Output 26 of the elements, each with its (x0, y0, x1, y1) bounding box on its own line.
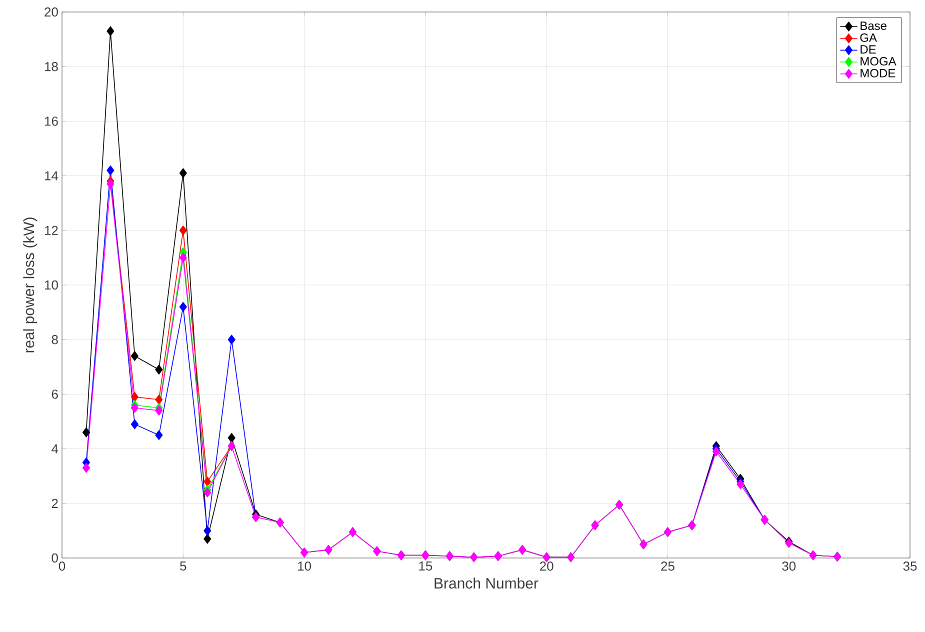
y-tick-label: 0 (52, 553, 58, 563)
x-tick-label: 5 (180, 562, 186, 571)
legend-label: DE (860, 45, 876, 54)
y-tick-label: 16 (44, 116, 58, 126)
x-tick-label: 25 (661, 562, 674, 571)
x-tick-label: 35 (903, 562, 917, 571)
y-tick-label: 4 (52, 444, 58, 454)
x-tick-label: 15 (419, 562, 432, 571)
y-tick-label: 18 (44, 62, 58, 72)
y-tick-label: 2 (52, 498, 58, 508)
x-axis-title: Branch Number (434, 578, 538, 589)
legend-label: Base (860, 22, 886, 30)
y-tick-label: 10 (44, 280, 58, 290)
legend-label: GA (860, 33, 877, 42)
x-tick-label: 0 (58, 562, 66, 571)
x-tick-label: 10 (298, 562, 312, 571)
y-axis-title: real power loss (kW) (23, 218, 38, 352)
y-tick-label: 6 (52, 390, 58, 399)
x-tick-label: 30 (782, 562, 796, 571)
x-tick-label: 20 (540, 562, 554, 571)
y-tick-label: 12 (44, 226, 58, 235)
legend-label: MOGA (860, 57, 896, 66)
legend-label: MODE (860, 68, 896, 78)
y-tick-label: 20 (44, 7, 58, 17)
y-tick-label: 14 (44, 171, 58, 180)
y-tick-label: 8 (52, 334, 58, 344)
